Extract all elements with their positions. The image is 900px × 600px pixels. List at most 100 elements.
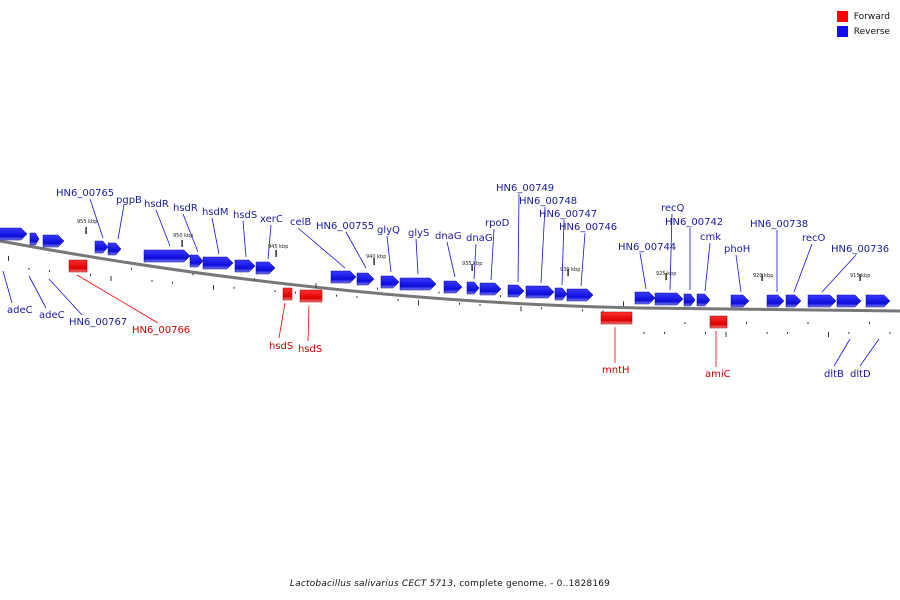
gene-label: HN6_00747 [539,209,597,220]
gene-label: dltD [850,369,871,380]
gene-label: hsdR [144,199,169,210]
tick-label: 915 kbp [850,273,870,279]
gene-label: amiC [705,369,731,380]
gene-label: celB [290,217,311,228]
gene-label: dnaG [466,233,493,244]
gene-label: recO [802,233,826,244]
gene-label: cmk [700,232,721,243]
label-connector-line [386,235,392,273]
label-connector-line [540,206,546,284]
label-connector-line [561,219,565,286]
minor-tick [172,281,173,284]
minor-tick [49,270,50,273]
genome-backbone [0,239,900,313]
major-tick [471,264,473,271]
reverse-gene-arrow [683,293,696,307]
reverse-gene-arrow [234,259,256,273]
label-connector-line [48,278,83,316]
label-connector-line [473,243,477,280]
tick-label: 945 kbp [268,244,288,250]
reverse-gene-arrow [107,242,122,256]
reverse-gene-arrow [380,275,400,289]
gene-label: HN6_00738 [750,219,808,230]
minor-tick [8,255,9,261]
gene-label: HN6_00766 [132,325,190,336]
gene-label: hsdS [298,344,322,355]
minor-tick [28,267,30,270]
gene-label: pgpB [116,195,142,206]
gene-label: adeC [7,305,33,316]
legend-label-reverse: Reverse [853,26,890,37]
minor-tick [254,278,255,281]
legend-item-reverse: Reverse [836,24,890,39]
minor-tick [151,279,153,282]
minor-tick [213,285,214,291]
reverse-gene-arrow [356,272,375,286]
minor-tick [848,332,850,334]
reverse-gene-arrow [807,294,837,308]
gene-label: rpoD [485,218,510,229]
reverse-swatch [836,26,848,37]
organism-name: Lactobacillus salivarius CECT 5713 [289,579,454,589]
forward-gene-box [282,287,293,301]
label-connector-line [117,204,125,240]
reverse-gene-arrow [696,293,711,307]
label-connector-line [833,338,851,367]
label-connector-line [639,252,647,290]
minor-tick [602,310,604,313]
label-connector-line [490,228,495,281]
major-tick [761,274,763,281]
label-connector-line [704,242,711,292]
minor-tick [500,295,501,298]
map-caption: Lactobacillus salivarius CECT 5713, comp… [0,579,900,589]
minor-tick [315,283,317,289]
major-tick [859,274,861,281]
minor-tick [336,294,337,297]
tick-label: 930 kbp [560,267,580,273]
label-connector-line [415,238,419,275]
label-connector-line [345,231,367,269]
reverse-gene-arrow [766,294,785,308]
reverse-gene-arrow [566,288,594,302]
reverse-gene-arrow [29,232,40,246]
gene-label: glyQ [377,225,400,236]
label-connector-line [307,305,310,342]
caption-rest: , complete genome. - 0..1828169 [453,579,611,589]
label-connector-line [580,232,586,287]
reverse-gene-arrow [202,256,234,270]
gene-label: phoH [724,244,750,255]
label-connector-line [155,209,171,247]
gene-label: recQ [661,203,685,214]
gene-label: HN6_00742 [665,217,723,228]
gene-label: HN6_00736 [831,244,889,255]
major-tick [665,273,667,280]
gene-label: dltB [824,369,844,380]
gene-label: HN6_00749 [496,183,554,194]
gene-features [0,227,891,329]
label-connector-line [859,338,880,367]
minor-tick [295,291,296,294]
reverse-gene-arrow [785,294,802,308]
minor-tick [828,332,829,337]
reverse-gene-arrow [836,294,862,308]
reverse-gene-arrow [189,254,204,268]
reverse-gene-arrow [330,270,357,284]
minor-tick [397,298,399,301]
label-connector-line [211,217,220,255]
minor-tick [520,306,522,312]
minor-tick [131,267,132,270]
minor-tick [869,322,870,324]
minor-tick [705,332,706,334]
reverse-gene-arrow [443,280,463,294]
label-connector-line [821,254,857,293]
label-connector-line [242,220,247,258]
label-connector-line [28,275,47,309]
tick-label: 955 kbp [77,219,97,225]
gene-label: hsdS [233,210,257,221]
minor-tick [787,332,788,334]
gene-label: HN6_00744 [618,242,676,253]
tick-label: 920 kbp [753,273,773,279]
legend-item-forward: Forward [836,9,890,24]
minor-tick [459,302,460,305]
minor-tick [684,322,686,324]
